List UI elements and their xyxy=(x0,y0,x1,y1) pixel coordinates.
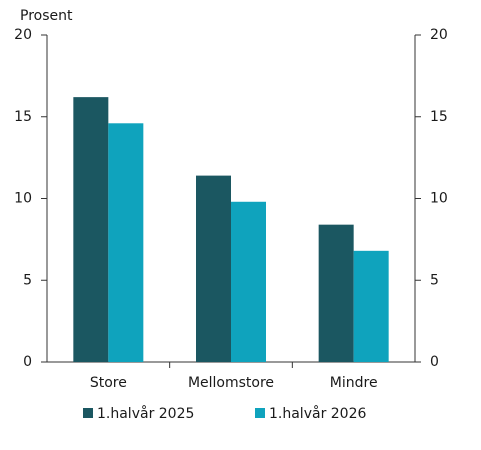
y-tick-label: 5 xyxy=(23,272,32,288)
bar xyxy=(73,97,109,362)
y2-tick-label: 10 xyxy=(430,191,448,207)
bar xyxy=(318,224,354,362)
y2-tick-label: 20 xyxy=(430,27,448,43)
bar xyxy=(108,123,144,362)
legend-label: 1.halvår 2026 xyxy=(269,405,366,422)
y2-tick-label: 15 xyxy=(430,109,448,125)
y2-tick-label: 5 xyxy=(430,272,439,288)
legend-label: 1.halvår 2025 xyxy=(97,405,194,422)
y-tick-label: 0 xyxy=(23,354,32,370)
y-axis-label: Prosent xyxy=(20,8,73,24)
y-tick-label: 10 xyxy=(14,191,32,207)
x-tick-label: Mellomstore xyxy=(188,375,274,391)
legend-swatch xyxy=(83,408,93,418)
x-tick-label: Mindre xyxy=(330,375,378,391)
x-tick-label: Store xyxy=(90,375,127,391)
y-tick-label: 20 xyxy=(14,27,32,43)
y2-tick-label: 0 xyxy=(430,354,439,370)
bar xyxy=(231,201,266,362)
y-tick-label: 15 xyxy=(14,109,32,125)
legend-swatch xyxy=(255,408,265,418)
bar xyxy=(353,250,389,362)
bar xyxy=(196,175,231,362)
